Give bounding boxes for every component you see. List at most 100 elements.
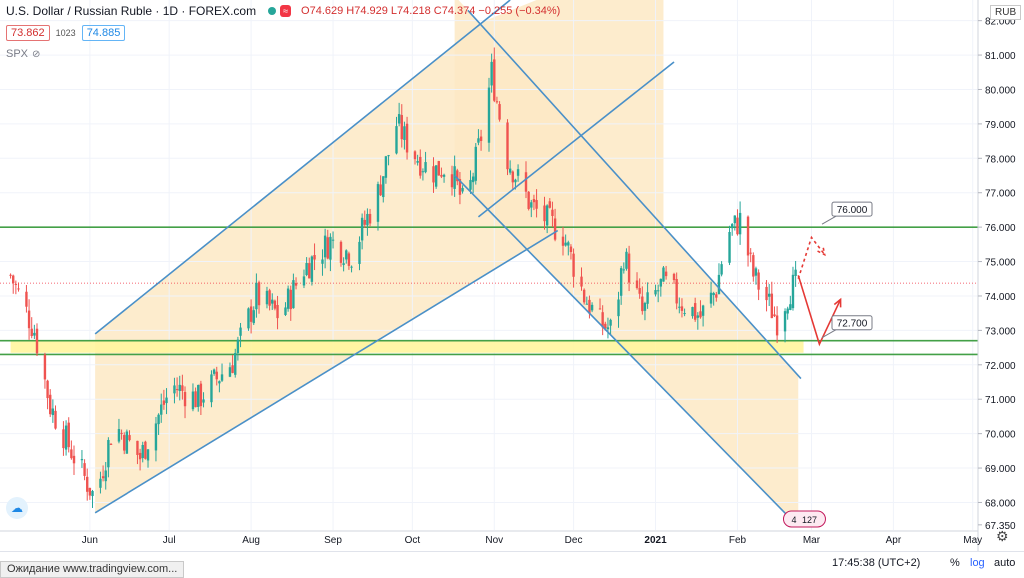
candle-body (194, 391, 197, 408)
eye-icon[interactable]: ⊘ (32, 48, 41, 60)
candle-body (791, 274, 795, 309)
candle-body (9, 274, 12, 276)
candle-body (437, 161, 440, 176)
candle-body (215, 371, 218, 380)
candle-body (508, 168, 512, 173)
level-callouts[interactable]: 76.000 72.700 (821, 201, 873, 339)
candle-body (535, 200, 538, 209)
candle-body (680, 306, 684, 311)
support-zone (10, 340, 804, 353)
time-tick-label: Mar (803, 535, 821, 546)
forecast-arrow-solid[interactable] (797, 275, 842, 347)
candle-body (128, 435, 131, 441)
time-tick-label: Nov (485, 535, 503, 546)
price-tick-label: 74.000 (985, 292, 1016, 303)
up-channel-lower-line[interactable] (94, 229, 559, 514)
price-tick-label: 69.000 (985, 464, 1016, 475)
candle-body (601, 312, 604, 328)
candle-body (109, 443, 113, 445)
indicator-label[interactable]: SPX (6, 48, 29, 60)
up-channel-parallel-line[interactable] (477, 61, 675, 218)
candle-body (619, 268, 623, 296)
callout-pointer (821, 215, 837, 225)
spread-value: 1023 (55, 28, 76, 38)
callout-label: 72.700 (837, 319, 868, 330)
candle-body (17, 288, 20, 290)
candle-body (350, 266, 353, 268)
candle-body (683, 313, 686, 315)
symbol-title[interactable]: U.S. Dollar / Russian Ruble · 1D · FOREX… (6, 4, 257, 18)
candle-body (199, 383, 203, 407)
callout-label: 76.000 (837, 205, 868, 216)
log-button[interactable]: log (970, 557, 985, 569)
clock[interactable]: 17:45:38 (UTC+2) (832, 557, 921, 569)
candle-body (376, 184, 380, 222)
candle-body (138, 452, 142, 460)
event-marker[interactable]: 4 127 (782, 510, 826, 528)
forecast-arrows[interactable] (797, 235, 842, 347)
candle-body (730, 224, 734, 229)
candle-body (86, 476, 89, 492)
candle-body (165, 397, 168, 404)
candle-body (474, 146, 477, 181)
gear-icon[interactable]: ⚙ (996, 528, 1009, 544)
price-tick-label: 72.000 (985, 361, 1016, 372)
candle-body (178, 384, 181, 391)
candle-body (553, 218, 557, 240)
candle-body (368, 213, 372, 224)
candle-body (363, 219, 366, 225)
callout-box[interactable] (831, 315, 873, 331)
down-channel-upper-line[interactable] (467, 9, 802, 380)
time-tick-label: May (963, 535, 982, 546)
forecast-arrow-dotted[interactable] (797, 235, 826, 280)
time-axis[interactable]: Jun Jul Aug Sep Oct Nov Dec 2021 Feb Mar Apr May (0, 530, 982, 546)
candle-body (588, 299, 591, 314)
candle-body (305, 263, 308, 276)
callout-box[interactable] (831, 201, 873, 217)
candle-body (210, 374, 213, 403)
candle-body (382, 176, 385, 198)
candle-body (479, 136, 483, 141)
candle-body (754, 268, 758, 276)
percent-button[interactable]: % (950, 557, 960, 569)
candle-body (136, 440, 139, 455)
auto-button[interactable]: auto (994, 557, 1016, 569)
candle-body (728, 231, 731, 263)
candle-body (54, 410, 57, 429)
channel-lines[interactable] (94, 0, 802, 528)
event-pill[interactable] (782, 510, 826, 528)
sell-button[interactable]: 73.862 (6, 25, 50, 41)
candle-body (107, 439, 110, 468)
price-tick-label: 81.000 (985, 51, 1016, 62)
candle-body (366, 213, 369, 226)
price-axis[interactable]: 82.000 81.000 80.000 79.000 78.000 77.000 76.0… (977, 0, 1024, 551)
candle-body (786, 308, 789, 314)
candle-body (173, 385, 176, 394)
candle-body (88, 487, 92, 496)
tradingview-logo-icon[interactable]: ☁ (6, 497, 28, 519)
candle-body (228, 367, 232, 377)
time-tick-label: Jul (163, 535, 176, 546)
down-channel-lower-line[interactable] (454, 174, 799, 528)
candle-body (617, 299, 620, 317)
price-tick-label: 75.000 (985, 258, 1016, 269)
candle-body (696, 315, 700, 318)
candle-body (672, 273, 676, 281)
candle-body (662, 267, 665, 282)
candle-body (675, 279, 678, 304)
candle-body (175, 389, 179, 391)
candle-body (590, 304, 594, 311)
candle-body (160, 404, 163, 415)
up-channel-upper-line[interactable] (94, 0, 511, 335)
price-tick-label: 79.000 (985, 120, 1016, 131)
candle-body (693, 303, 697, 320)
currency-badge[interactable]: RUB (990, 5, 1022, 20)
buy-button[interactable]: 74.885 (81, 25, 126, 41)
candle-body (91, 491, 94, 497)
candle-body (709, 292, 713, 304)
candle-body (738, 212, 742, 235)
candle-body (144, 441, 147, 459)
candle-body (638, 287, 641, 294)
candle-body (736, 217, 739, 235)
